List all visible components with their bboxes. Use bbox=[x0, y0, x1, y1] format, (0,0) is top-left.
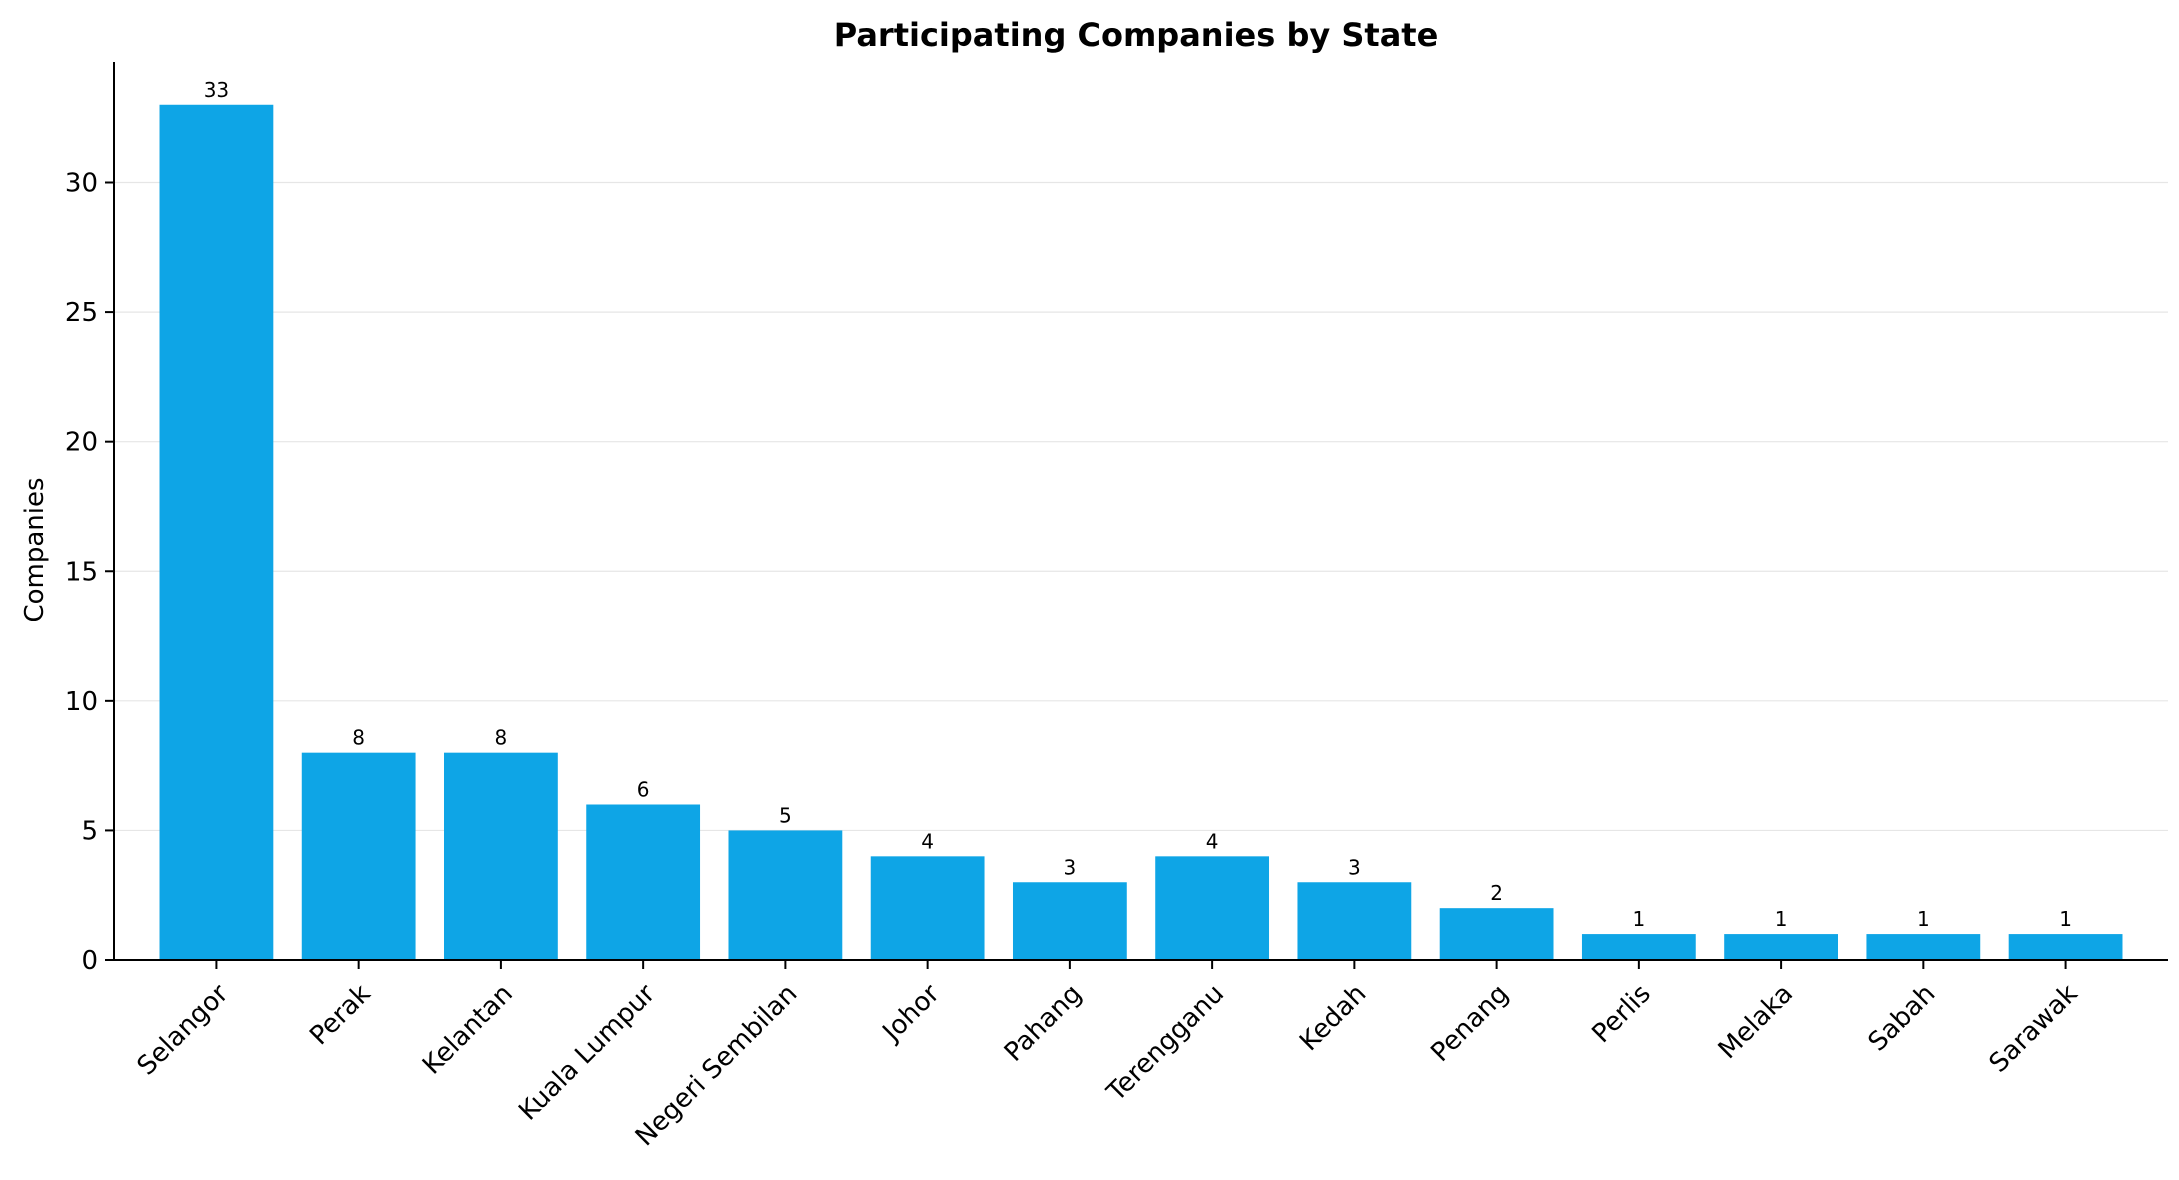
x-tick-label: Sarawak bbox=[1984, 979, 2084, 1079]
bar bbox=[1724, 934, 1838, 960]
bar bbox=[301, 752, 416, 960]
bar bbox=[870, 856, 985, 960]
y-tick-label: 30 bbox=[65, 169, 98, 199]
bar bbox=[586, 804, 701, 960]
x-tick-label: Johor bbox=[876, 979, 946, 1049]
x-tick-label: Pahang bbox=[999, 979, 1088, 1068]
bar bbox=[1581, 934, 1696, 960]
data-label: 8 bbox=[495, 726, 508, 750]
x-tick-label: Perlis bbox=[1587, 979, 1657, 1049]
data-label: 5 bbox=[779, 803, 792, 827]
y-tick-label: 0 bbox=[81, 946, 98, 976]
bar bbox=[444, 752, 558, 960]
x-tick-label: Sabah bbox=[1863, 979, 1942, 1058]
y-tick-label: 15 bbox=[65, 557, 98, 587]
bars bbox=[159, 104, 2123, 960]
bar bbox=[159, 104, 274, 960]
data-label: 8 bbox=[352, 726, 365, 750]
data-label: 3 bbox=[1064, 855, 1077, 879]
gridlines bbox=[114, 181, 2168, 832]
data-label: 1 bbox=[1632, 907, 1645, 931]
y-tick-label: 5 bbox=[81, 816, 98, 846]
bar bbox=[1297, 882, 1412, 960]
y-axis-label: Companies bbox=[20, 477, 50, 622]
x-tick-label: Melaka bbox=[1713, 979, 1799, 1065]
data-label: 2 bbox=[1490, 881, 1503, 905]
x-tick-label: Terengganu bbox=[1101, 979, 1230, 1108]
chart-title: Participating Companies by State bbox=[834, 16, 1439, 54]
x-tick-label: Selangor bbox=[132, 979, 235, 1082]
bar bbox=[728, 830, 843, 960]
bar bbox=[1439, 908, 1554, 960]
y-axis: 0 5 10 15 20 25 30 bbox=[65, 62, 115, 976]
data-label: 1 bbox=[2059, 907, 2072, 931]
x-tick-label: Kelantan bbox=[417, 979, 519, 1081]
y-tick-label: 10 bbox=[65, 687, 98, 717]
data-label: 4 bbox=[1206, 829, 1219, 853]
data-label: 1 bbox=[1775, 907, 1788, 931]
data-label: 3 bbox=[1348, 855, 1361, 879]
bar bbox=[2008, 934, 2123, 960]
data-label: 1 bbox=[1917, 907, 1930, 931]
x-tick-label: Penang bbox=[1425, 979, 1514, 1068]
x-tick-label: Kuala Lumpur bbox=[513, 979, 661, 1127]
data-label: 4 bbox=[921, 829, 934, 853]
data-labels: 33 8 8 6 5 4 3 4 3 2 1 1 1 1 bbox=[204, 78, 2072, 931]
y-tick-label: 20 bbox=[65, 428, 98, 458]
y-tick-label: 25 bbox=[65, 298, 98, 328]
bar bbox=[1866, 934, 1981, 960]
data-label: 6 bbox=[637, 778, 650, 802]
bar bbox=[1012, 882, 1127, 960]
x-tick-label: Kedah bbox=[1294, 979, 1372, 1057]
x-tick-label: Perak bbox=[304, 979, 376, 1051]
bar bbox=[1155, 856, 1270, 960]
data-label: 33 bbox=[204, 78, 229, 102]
